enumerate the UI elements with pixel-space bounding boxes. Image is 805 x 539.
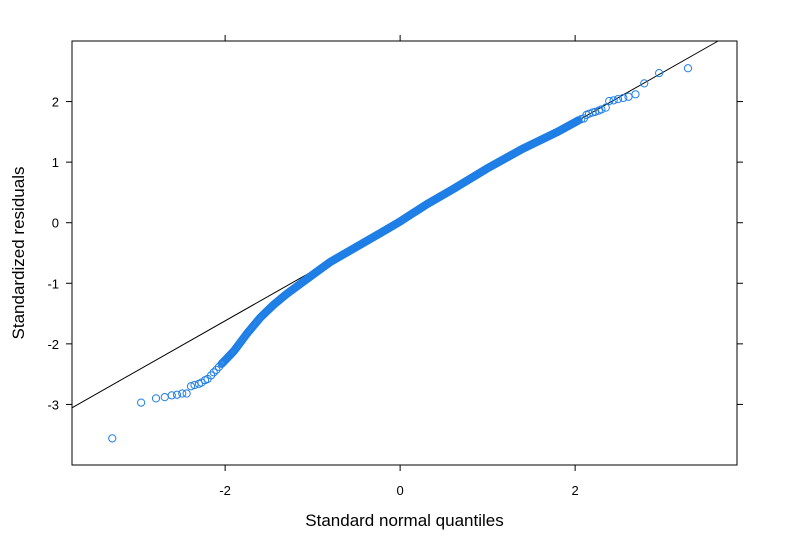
data-point [601, 103, 610, 112]
y-tick-label: 1 [52, 155, 59, 170]
tick-layer: -2 0 2 -3 -2 -1 0 1 2 [47, 35, 743, 498]
data-point [655, 69, 664, 78]
data-point [613, 95, 623, 104]
y-tick-label: 2 [52, 95, 59, 110]
x-axis-title: Standard normal quantiles [305, 511, 503, 530]
data-point [683, 64, 693, 73]
y-tick-label: -2 [47, 337, 59, 352]
data-point [631, 90, 640, 99]
data-point [160, 393, 169, 402]
data-point [605, 96, 614, 106]
data-point [167, 391, 176, 400]
data-point [624, 92, 633, 101]
data-point [609, 96, 618, 105]
y-tick-label: -1 [47, 276, 59, 291]
x-tick-label: -2 [219, 483, 231, 498]
data-point [640, 79, 649, 88]
data-point [619, 93, 628, 103]
data-point [151, 394, 161, 403]
data-point [190, 380, 199, 390]
y-tick-label: -3 [47, 397, 59, 412]
plot-frame [71, 40, 738, 466]
x-tick-label: 2 [572, 483, 579, 498]
x-tick-label: 0 [397, 483, 404, 498]
data-point [182, 389, 191, 398]
data-point [178, 389, 187, 398]
data-point [597, 105, 606, 114]
y-axis-title: Standardized residuals [9, 167, 28, 340]
data-point [209, 368, 218, 377]
data-point [137, 398, 146, 407]
y-tick-label: 0 [52, 216, 59, 231]
data-point [108, 434, 117, 443]
data-point [585, 109, 594, 118]
data-point [186, 382, 196, 391]
data-point [172, 390, 182, 399]
points-layer [108, 64, 693, 443]
